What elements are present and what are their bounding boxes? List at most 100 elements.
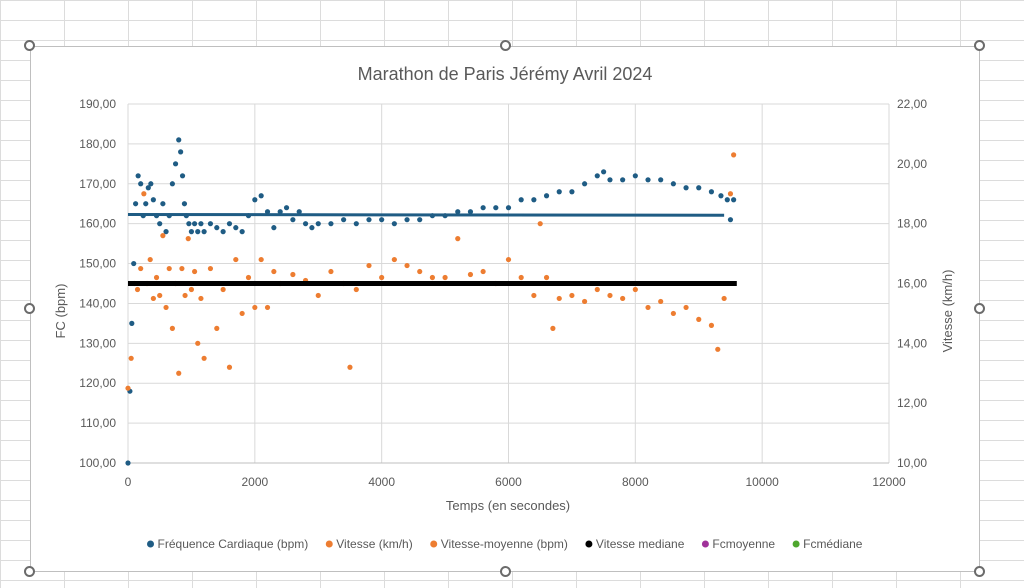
series-0-point <box>125 460 131 466</box>
series-1-point <box>594 286 600 293</box>
series-0-point <box>505 205 512 211</box>
resize-handle-bottom-right[interactable] <box>974 566 985 577</box>
legend-label: Fcmédiane <box>803 537 863 551</box>
chart-area: Marathon de Paris Jérémy Avril 2024 100,… <box>53 64 955 551</box>
legend-label: Fréquence Cardiaque (bpm) <box>158 537 309 551</box>
x-tick-label: 12000 <box>872 475 906 489</box>
series-1-point <box>239 310 245 317</box>
legend-label: Vitesse-moyenne (bpm) <box>441 537 568 551</box>
series-0-point <box>176 137 182 143</box>
series-0-point <box>283 205 290 211</box>
series-1-point <box>417 268 423 275</box>
series-0-point <box>258 193 264 199</box>
series-0-point <box>353 221 359 227</box>
series-0-point <box>138 181 144 187</box>
series-0-point <box>220 229 226 235</box>
x-tick-label: 2000 <box>241 475 268 489</box>
series-1-point <box>442 274 448 281</box>
series-0-point <box>131 260 137 267</box>
series-1-point <box>271 268 277 275</box>
series-0-point <box>178 149 184 155</box>
y-tick-label: 160,00 <box>79 217 116 231</box>
series-0-point <box>148 181 154 187</box>
series-0-point <box>233 225 239 231</box>
series-1-point <box>353 286 359 293</box>
y-axis-label: FC (bpm) <box>53 284 68 339</box>
series-1-point <box>150 295 156 302</box>
series-0-point <box>670 181 676 187</box>
x-axis-label: Temps (en secondes) <box>446 498 570 513</box>
series-1-point <box>404 262 410 269</box>
legend-marker <box>325 540 333 548</box>
y2-tick-label: 16,00 <box>897 277 927 291</box>
resize-handle-middle-right[interactable] <box>974 303 985 314</box>
series-0-point <box>417 217 423 223</box>
series-0-point <box>179 173 186 179</box>
resize-handle-top-middle[interactable] <box>500 40 511 51</box>
series-1-point <box>214 325 220 331</box>
series-1-point <box>696 316 702 322</box>
y2-tick-label: 10,00 <box>897 456 927 470</box>
resize-handle-bottom-left[interactable] <box>24 566 35 577</box>
series-0-point <box>696 185 702 191</box>
series-0-point <box>601 169 607 175</box>
series-1-point <box>505 256 512 263</box>
series-1-point <box>153 274 160 281</box>
series-1-point <box>379 274 385 281</box>
resize-handle-top-right[interactable] <box>974 40 985 51</box>
series-1-point <box>731 152 737 158</box>
series-0-point <box>594 173 600 179</box>
series-1-point <box>201 355 207 361</box>
series-0-point <box>201 229 207 235</box>
series-0-point <box>607 177 613 183</box>
legend-label: Vitesse mediane <box>596 537 685 551</box>
chart-frame[interactable]: Marathon de Paris Jérémy Avril 2024 100,… <box>24 40 985 577</box>
series-1-point <box>198 295 204 302</box>
series-0-point <box>271 225 277 231</box>
series-1-point <box>543 274 550 281</box>
series-1-point <box>467 271 474 278</box>
series-0-point <box>658 177 664 183</box>
series-1-point <box>220 286 226 293</box>
series-1-point <box>556 295 562 302</box>
series-1-point <box>537 221 543 227</box>
legend: Fréquence Cardiaque (bpm) Vitesse (km/h) V… <box>147 537 863 551</box>
series-1-point <box>347 364 353 370</box>
resize-handle-top-left[interactable] <box>24 40 35 51</box>
series-1-point <box>480 268 486 275</box>
series-0-point <box>708 189 715 195</box>
series-0-point <box>582 181 588 187</box>
series-1-point <box>128 355 134 361</box>
legend-marker <box>147 540 155 548</box>
legend-marker <box>792 540 800 548</box>
series-0-point <box>569 189 575 195</box>
series-1-point <box>366 262 372 269</box>
series-1-point <box>166 265 172 272</box>
series-1-point <box>258 256 264 263</box>
y2-axis-label: Vitesse (km/h) <box>940 270 955 353</box>
series-0-point <box>150 197 156 203</box>
legend-label: Fcmoyenne <box>712 537 775 551</box>
series-1-point <box>207 265 214 272</box>
series-1-point <box>191 268 198 275</box>
series-0-point <box>379 217 385 223</box>
y2-tick-label: 18,00 <box>897 217 927 231</box>
series-0-point <box>186 221 192 227</box>
y-tick-label: 100,00 <box>79 456 116 470</box>
legend-marker <box>430 540 438 548</box>
series-0-point <box>518 197 524 203</box>
resize-handle-bottom-middle[interactable] <box>500 566 511 577</box>
resize-handle-middle-left[interactable] <box>24 303 35 314</box>
series-1-point <box>429 274 435 281</box>
series-1-point <box>658 298 664 305</box>
series-1-point <box>182 292 188 299</box>
series-0-point <box>531 197 537 203</box>
series-0-point <box>731 197 737 203</box>
series-1-point <box>328 268 334 275</box>
series-1-point <box>134 286 141 293</box>
series-1-point <box>226 364 233 370</box>
series-1-point <box>708 322 715 328</box>
series-0-point <box>341 217 347 223</box>
series-1-point <box>138 265 144 272</box>
series-1-point <box>550 325 556 331</box>
